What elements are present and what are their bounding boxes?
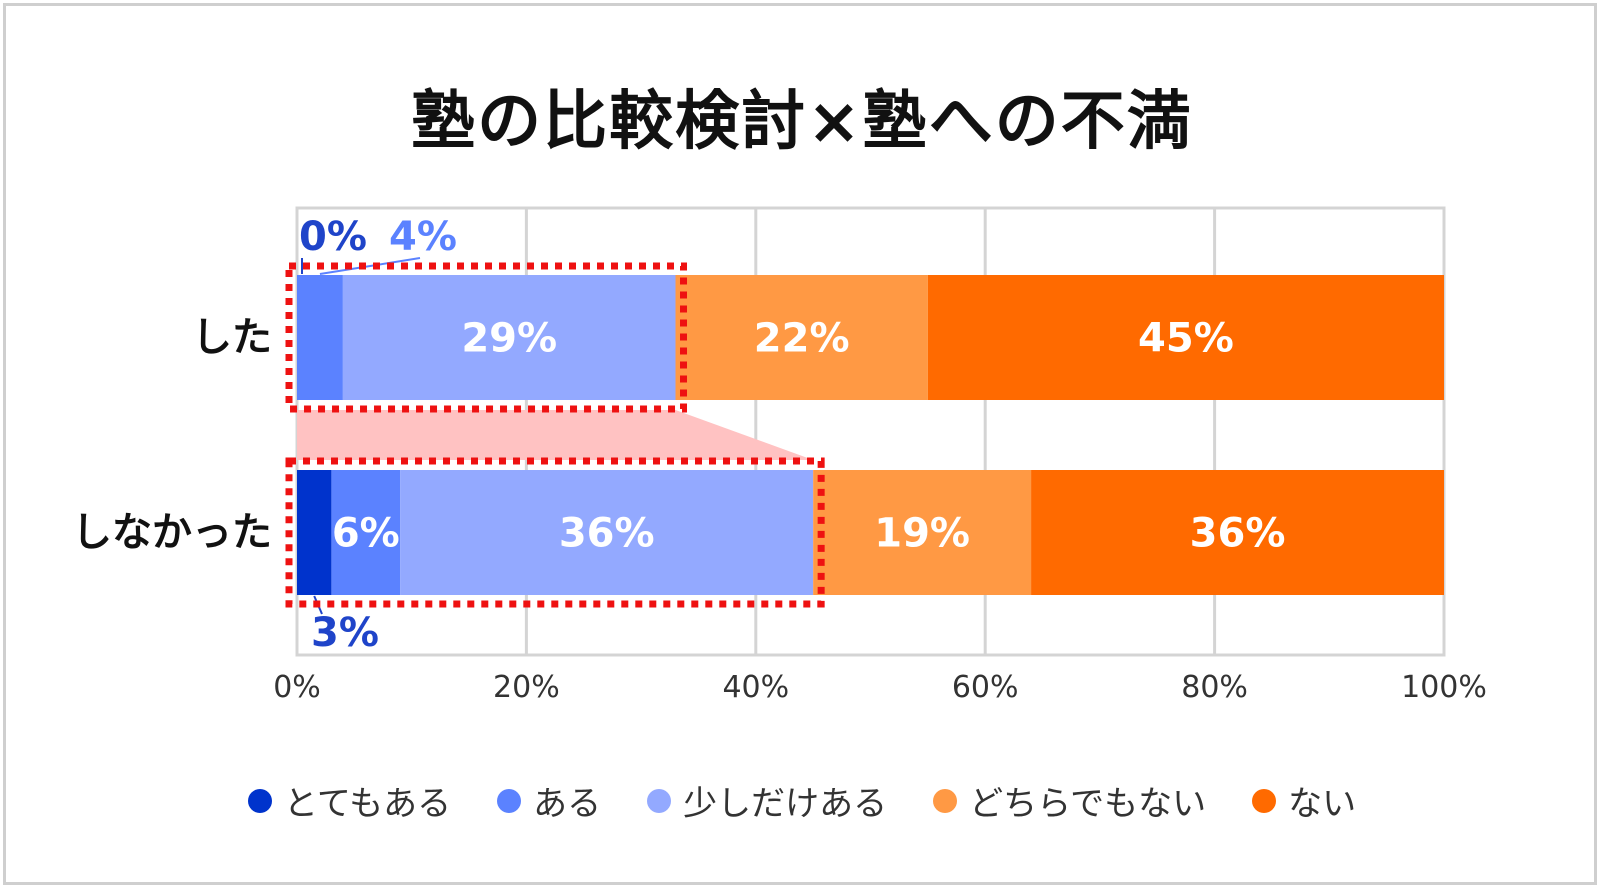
data-label: 4% [389, 214, 457, 260]
data-label: 29% [461, 316, 557, 362]
x-tick-label: 40% [722, 670, 789, 705]
data-label: 45% [1138, 316, 1234, 362]
legend-label: どちらでもない [969, 784, 1207, 824]
x-tick-label: 0% [273, 670, 321, 705]
legend-label: とてもある [283, 784, 452, 824]
x-tick-label: 80% [1181, 670, 1248, 705]
data-label: 3% [311, 610, 379, 656]
legend-label: 少しだけある [683, 784, 888, 824]
x-tick-label: 60% [952, 670, 1019, 705]
legend-marker [497, 788, 522, 813]
highlight-box [285, 262, 688, 413]
x-tick-label: 20% [493, 670, 560, 705]
legend-item: ある [497, 776, 601, 825]
bar-segment [400, 470, 814, 595]
category-label: しなかった [72, 510, 272, 556]
legend-marker [247, 788, 272, 813]
legend-item: どちらでもない [933, 776, 1206, 825]
data-label: 19% [874, 511, 970, 557]
legend-marker [647, 788, 672, 813]
legend-marker [1252, 788, 1277, 813]
x-tick-label: 100% [1401, 670, 1487, 705]
data-label: 22% [754, 316, 850, 362]
highlight-connector [297, 410, 814, 460]
bar-segment [331, 470, 401, 595]
legend-item: ない [1252, 776, 1356, 825]
chart-frame [3, 3, 1597, 885]
legend-item: 少しだけある [647, 776, 887, 825]
bar-segment [297, 470, 332, 595]
chart-title: 塾の比較検討×塾への不満 [411, 85, 1193, 159]
highlight-box [285, 457, 825, 608]
legend-item: とてもある [247, 776, 452, 825]
bar-segment [342, 275, 676, 400]
bar-segment [297, 275, 343, 400]
data-label: 36% [1190, 511, 1286, 557]
category-label: した [192, 315, 272, 361]
data-label: 0% [299, 214, 367, 260]
legend-marker [933, 788, 958, 813]
bar-segment [813, 470, 1032, 595]
bar-segment [1031, 470, 1444, 595]
data-label: 6% [332, 511, 400, 557]
data-label: 36% [559, 511, 655, 557]
leader-line [319, 257, 421, 275]
legend-label: ない [1288, 784, 1357, 824]
bar-segment [927, 275, 1444, 400]
chart-legend: とてもある ある 少しだけある どちらでもない ない [0, 776, 1604, 825]
bar-segment [675, 275, 928, 400]
legend-label: ある [533, 784, 602, 824]
